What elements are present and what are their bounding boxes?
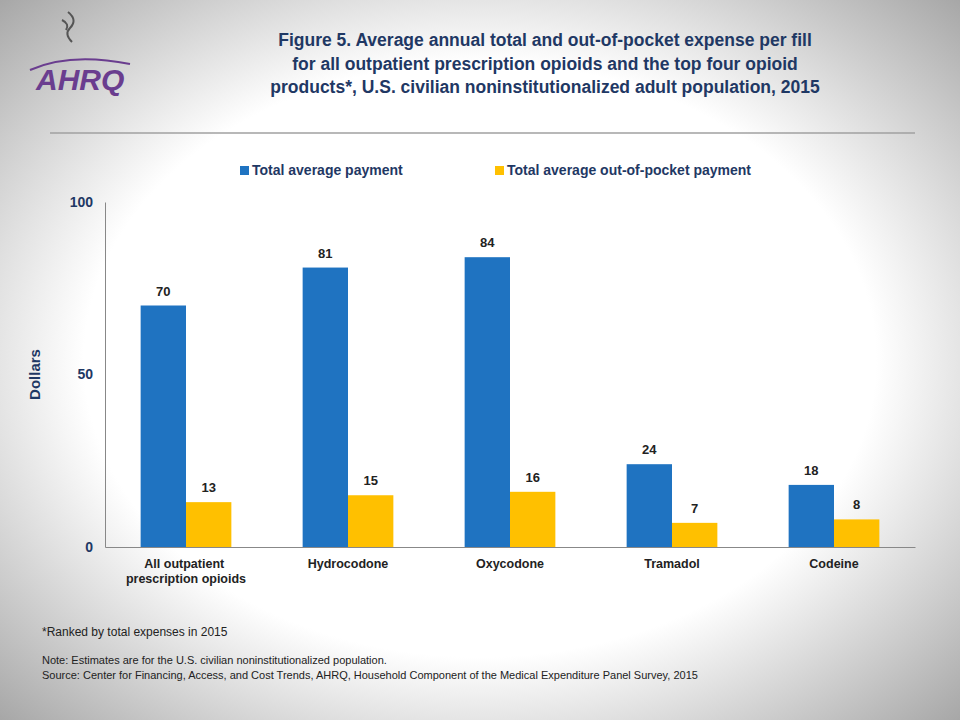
legend-label: Total average payment: [252, 162, 403, 178]
x-tick: Tramadol: [644, 547, 700, 571]
data-label: 24: [642, 442, 657, 457]
bars: [141, 257, 880, 547]
title-line: products*, U.S. civilian noninstitutiona…: [270, 77, 820, 97]
title: Figure 5. Average annual total and out-o…: [270, 30, 820, 97]
bar: [510, 492, 555, 547]
bar: [141, 306, 186, 548]
x-tick-label-line: Hydrocodone: [308, 557, 389, 571]
bar: [303, 268, 348, 547]
data-label: 70: [156, 284, 170, 299]
x-tick-label-line: prescription opioids: [126, 572, 246, 586]
x-tick: Hydrocodone: [308, 547, 389, 571]
x-axis-line: [106, 547, 916, 548]
data-label: 13: [201, 480, 215, 495]
data-label: 7: [691, 501, 698, 516]
bar: [834, 519, 879, 547]
y-tick-label: 100: [70, 194, 94, 210]
bar: [186, 502, 231, 547]
y-axis-title: Dollars: [26, 349, 43, 400]
logo: AHRQ: [30, 12, 130, 96]
x-axis: All outpatient prescription opioids Hydro…: [106, 547, 916, 586]
logo-text: AHRQ: [35, 63, 124, 96]
legend-swatch: [495, 166, 504, 175]
y-tick: 0: [85, 539, 105, 555]
bar: [465, 257, 510, 547]
background: [0, 0, 960, 720]
data-labels: 70 81 84 24 18 13 15 16 7 8: [156, 235, 860, 516]
data-label: 16: [525, 470, 539, 485]
legend-item: Total average out-of-pocket payment: [495, 162, 751, 178]
x-tick-label-line: All outpatient: [144, 557, 227, 571]
note: Note: Estimates are for the U.S. civilia…: [42, 654, 387, 666]
data-label: 8: [853, 497, 860, 512]
x-tick: Codeine: [809, 547, 858, 571]
data-label: 81: [318, 246, 332, 261]
y-tick-label: 0: [85, 539, 93, 555]
legend-item: Total average payment: [240, 162, 403, 178]
bar: [789, 485, 834, 547]
logo-icon: [62, 12, 74, 42]
legend: Total average payment Total average out-o…: [240, 162, 751, 178]
y-axis: 0 50 100: [70, 194, 106, 555]
x-tick: All outpatient prescription opioids: [126, 547, 246, 586]
chart: AHRQ Figure 5. Average annual total and o…: [0, 0, 960, 720]
data-label: 84: [480, 235, 495, 250]
x-tick-label-line: Codeine: [809, 557, 858, 571]
x-tick-label: Hydrocodone: [308, 557, 389, 571]
logo-swoosh: [30, 59, 130, 70]
bar: [348, 495, 393, 547]
title-line: for all outpatient prescription opioids …: [292, 54, 798, 74]
x-tick-label: All outpatient prescription opioids: [126, 557, 246, 586]
x-tick-label: Codeine: [809, 557, 858, 571]
y-tick-label: 50: [77, 366, 93, 382]
footnote: *Ranked by total expenses in 2015: [42, 625, 228, 639]
y-tick: 50: [77, 366, 105, 382]
bar: [627, 464, 672, 547]
separator: [50, 132, 915, 134]
legend-swatch: [240, 166, 249, 175]
x-tick: Oxycodone: [476, 547, 544, 571]
source: Source: Center for Financing, Access, an…: [42, 669, 698, 681]
x-tick-label-line: Tramadol: [644, 557, 700, 571]
y-tick: 100: [70, 194, 105, 210]
data-label: 15: [363, 473, 377, 488]
y-axis-line: [105, 203, 106, 548]
x-tick-label-line: Oxycodone: [476, 557, 544, 571]
title-line: Figure 5. Average annual total and out-o…: [278, 30, 812, 50]
x-tick-label: Oxycodone: [476, 557, 544, 571]
x-tick-label: Tramadol: [644, 557, 700, 571]
bar: [672, 523, 717, 547]
legend-label: Total average out-of-pocket payment: [507, 162, 751, 178]
data-label: 18: [804, 463, 818, 478]
